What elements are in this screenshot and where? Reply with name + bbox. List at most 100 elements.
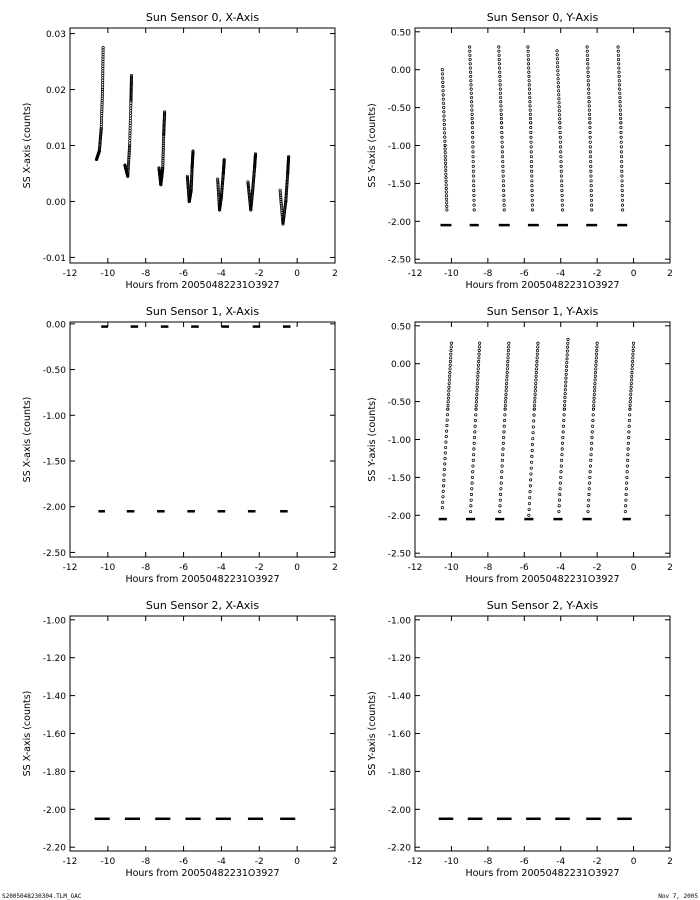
data-point — [624, 504, 628, 508]
data-point — [497, 66, 502, 70]
data-point — [474, 413, 478, 417]
data-point — [628, 403, 632, 408]
data-point — [279, 196, 283, 200]
data-point — [472, 447, 476, 451]
data-point — [530, 189, 534, 193]
data-point — [499, 95, 503, 100]
data-point — [591, 407, 596, 411]
data-point — [560, 184, 564, 188]
data-point — [501, 179, 505, 183]
data-point — [617, 66, 621, 70]
data-point — [474, 403, 478, 408]
y-tick-label: -1.00 — [43, 616, 67, 626]
data-point — [129, 81, 133, 85]
data-point — [530, 460, 534, 464]
data-point — [500, 145, 504, 149]
data-point — [279, 205, 284, 209]
data-point — [472, 193, 476, 197]
data-point — [129, 79, 133, 83]
data-segment-4 — [557, 337, 570, 514]
data-point — [284, 195, 288, 199]
x-tick-label: -6 — [179, 269, 188, 279]
data-point — [527, 513, 531, 517]
data-point — [501, 155, 505, 159]
data-point — [595, 345, 599, 349]
chart-panel-2: Sun Sensor 1, X-Axis -12 -10 -8 -6 -4 -2 0 2 Hour… — [22, 305, 338, 585]
data-segment-6 — [278, 155, 291, 226]
data-point — [442, 122, 446, 126]
data-point — [620, 198, 624, 202]
data-point — [499, 108, 503, 112]
data-point — [163, 110, 167, 114]
data-point — [477, 345, 482, 349]
data-point — [617, 62, 621, 66]
data-point — [558, 140, 562, 144]
data-point — [558, 121, 562, 125]
y-tick-label: 0.01 — [46, 142, 66, 152]
data-point — [528, 104, 532, 108]
data-point — [560, 179, 564, 183]
data-point — [216, 187, 220, 191]
data-point — [499, 112, 503, 116]
data-point — [278, 188, 282, 192]
data-point — [589, 453, 593, 457]
data-point — [221, 173, 225, 177]
data-point — [533, 396, 537, 400]
data-point — [499, 481, 503, 485]
data-point — [470, 100, 474, 104]
x-tick-label: 2 — [667, 269, 673, 279]
x-tick-label: -12 — [63, 857, 78, 867]
y-tick-label: -2.50 — [388, 256, 412, 266]
data-segment-3 — [185, 149, 195, 204]
data-point — [501, 169, 505, 173]
data-point — [469, 79, 473, 83]
data-point — [441, 489, 445, 493]
data-point — [185, 174, 189, 178]
y-tick-label: -1.50 — [388, 180, 412, 190]
data-point — [585, 49, 589, 53]
data-point — [476, 374, 480, 378]
data-point — [470, 475, 474, 479]
data-point — [565, 349, 569, 353]
data-point — [528, 484, 532, 488]
data-point — [284, 192, 288, 196]
data-point — [557, 109, 561, 113]
data-point — [589, 198, 594, 202]
data-point — [216, 180, 220, 185]
data-point — [129, 99, 133, 103]
x-tick-label: 2 — [332, 563, 338, 573]
data-point — [442, 467, 446, 471]
data-point — [632, 341, 636, 345]
data-point — [441, 80, 445, 84]
data-point — [559, 145, 563, 149]
data-point — [528, 100, 532, 104]
x-tick-label: 0 — [294, 269, 300, 279]
x-tick-label: -2 — [593, 563, 602, 573]
data-point — [468, 58, 472, 62]
data-point — [527, 87, 531, 91]
data-point — [280, 207, 284, 211]
data-point — [560, 189, 564, 193]
data-point — [561, 436, 565, 440]
data-point — [469, 87, 473, 91]
data-point — [588, 135, 592, 139]
x-tick-label: 0 — [294, 563, 300, 573]
x-tick-label: -6 — [520, 269, 529, 279]
data-point — [442, 478, 446, 482]
data-point — [560, 193, 564, 197]
data-point — [469, 504, 473, 508]
data-point — [526, 58, 530, 62]
data-point — [594, 352, 599, 356]
data-point — [559, 155, 563, 159]
data-segment-3 — [527, 341, 540, 517]
data-point — [285, 185, 289, 190]
data-point — [500, 458, 504, 462]
data-point — [440, 506, 444, 510]
data-segment-0 — [440, 68, 449, 212]
data-point — [588, 470, 592, 474]
x-tick-label: -2 — [255, 563, 264, 573]
data-point — [469, 70, 473, 74]
data-point — [620, 193, 624, 197]
data-point — [477, 349, 481, 353]
